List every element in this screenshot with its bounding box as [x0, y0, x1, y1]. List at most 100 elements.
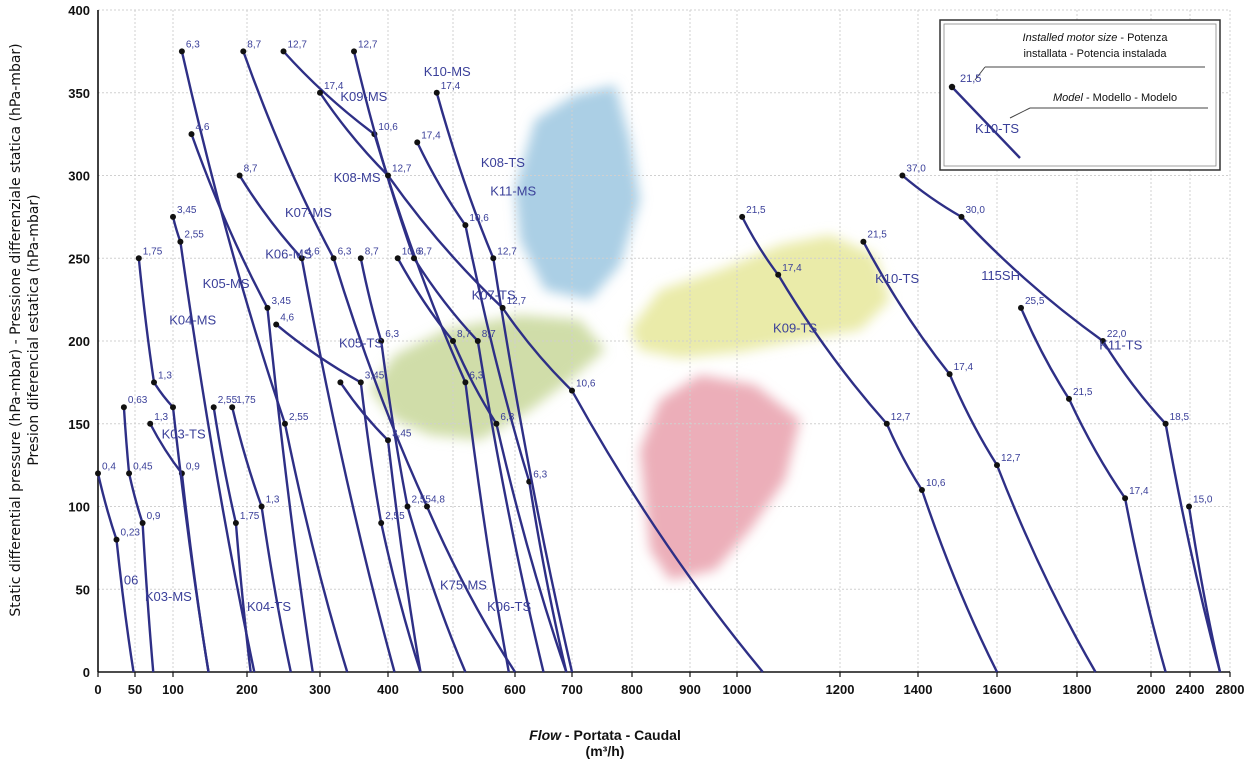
series-point: [177, 238, 184, 245]
series-point: [411, 255, 417, 262]
series-point: [1018, 304, 1024, 311]
model-label: K06-MS: [265, 246, 312, 261]
legend-line1-rest: - Potenza: [1117, 32, 1168, 44]
motor-size-label: 8,7: [244, 164, 258, 175]
x-axis-unit: (m³/h): [586, 743, 625, 759]
series-point: [151, 379, 157, 386]
region-blue: [515, 85, 640, 300]
x-tick-label: 700: [561, 682, 583, 697]
series-point: [569, 387, 575, 394]
series-curve-K10-TS: [862, 241, 1097, 673]
motor-size-label: 3,45: [392, 428, 412, 439]
y-tick-label: 150: [68, 417, 90, 432]
x-tick-label: 1200: [826, 682, 855, 697]
series-curve-K08-TS: [416, 141, 568, 673]
series-point: [958, 213, 965, 220]
y-tick-label: 400: [68, 3, 90, 18]
series-point: [337, 379, 344, 386]
legend-line1: Installed motor size - Potenza: [1023, 32, 1169, 44]
series-point: [1099, 338, 1106, 344]
series-point: [414, 139, 421, 146]
legend-sample-point: [948, 83, 956, 91]
series-curve-K04-TS: [212, 407, 252, 673]
motor-size-label: 37,0: [906, 164, 926, 175]
motor-size-label: 1,75: [143, 246, 163, 257]
series-point: [1186, 503, 1193, 510]
y-axis-title-line2: Presion diferencial estatica (hPa-mbar): [26, 194, 42, 465]
motor-size-label: 12,7: [1001, 453, 1021, 464]
motor-size-label: 3,45: [271, 296, 291, 307]
series-point: [229, 404, 236, 411]
series-point: [450, 338, 456, 344]
x-axis-title: Flow - Portata - Caudal: [529, 727, 681, 743]
motor-size-label: 4,8: [431, 495, 445, 506]
series-point: [462, 379, 469, 386]
motor-size-label: 10,6: [378, 122, 398, 133]
motor-size-label: 2,55: [385, 511, 405, 522]
series-point: [126, 470, 133, 477]
model-label: K75-MS: [440, 577, 487, 592]
motor-size-label: 12,7: [392, 164, 412, 175]
legend-line1-italic: Installed motor size: [1023, 32, 1118, 44]
series-curves: [95, 48, 1222, 673]
y-tick-label: 200: [68, 334, 90, 349]
axes: 0 50 100 150 200 250 300 350 400 0 50 100 200 300 400 5…: [68, 3, 1244, 697]
motor-size-label: 0,9: [186, 461, 200, 472]
model-label: K09-MS: [340, 89, 387, 104]
motor-size-label: 4,6: [306, 246, 320, 257]
y-tick-label: 250: [68, 251, 90, 266]
series-point: [385, 172, 391, 179]
series-point: [883, 420, 890, 427]
series-curve-K11-MS: [435, 92, 574, 673]
x-tick-label: 1800: [1063, 682, 1092, 697]
x-tick-label: 50: [128, 682, 142, 697]
series-point: [493, 420, 500, 427]
motor-size-label: 21,5: [746, 205, 766, 216]
motor-size-label: 10,6: [926, 478, 946, 489]
model-label: K10-TS: [875, 271, 919, 286]
x-tick-label: 1000: [723, 682, 752, 697]
x-tick-label: 500: [442, 682, 464, 697]
y-tick-label: 350: [68, 86, 90, 101]
legend-line3-rest: - Modello - Modelo: [1083, 92, 1177, 104]
motor-size-label: 2,55: [218, 395, 238, 406]
series-point: [860, 238, 867, 245]
series-point: [236, 172, 243, 179]
series-point: [240, 48, 247, 55]
series-curve-K08-MS: [238, 174, 396, 673]
motor-size-label: 18,5: [1170, 412, 1190, 423]
series-curve-06: [96, 473, 135, 673]
motor-size-label: 6,3: [385, 329, 399, 340]
motor-size-label: 1,3: [266, 495, 280, 506]
y-tick-label: 0: [83, 665, 90, 680]
motor-size-label: 2,55: [412, 495, 432, 506]
y-tick-label: 100: [68, 500, 90, 515]
series-point: [1122, 495, 1129, 502]
series-point: [946, 371, 953, 378]
series-point: [394, 255, 401, 262]
legend-line2: installata - Potencia instalada: [1023, 48, 1167, 60]
series-point: [330, 255, 337, 262]
y-axis-title-line1: Static differential pressure (hPa-mbar) …: [8, 43, 24, 616]
series-point: [113, 536, 120, 543]
model-label: K04-MS: [169, 312, 216, 327]
motor-size-label: 22,0: [1107, 329, 1127, 340]
motor-size-label: 8,7: [457, 329, 471, 340]
motor-size-label: 15,0: [1193, 495, 1213, 506]
motor-size-label: 0,9: [147, 511, 161, 522]
motor-size-label: 12,7: [358, 39, 378, 50]
legend-sample-curve: [951, 86, 1021, 159]
series-curve-K09-MS: [282, 50, 510, 673]
motor-size-label: 25,5: [1025, 296, 1045, 307]
x-tick-label: 2400: [1176, 682, 1205, 697]
motor-size-label: 17,4: [441, 81, 461, 92]
motor-size-label: 21,5: [1073, 387, 1093, 398]
motor-size-label: 4,6: [196, 122, 210, 133]
x-tick-label: 2800: [1216, 682, 1245, 697]
x-tick-label: 300: [309, 682, 331, 697]
series-point: [170, 404, 176, 411]
motor-size-label: 10,6: [402, 246, 422, 257]
model-label: K11-MS: [490, 183, 536, 198]
series-point: [474, 338, 481, 344]
